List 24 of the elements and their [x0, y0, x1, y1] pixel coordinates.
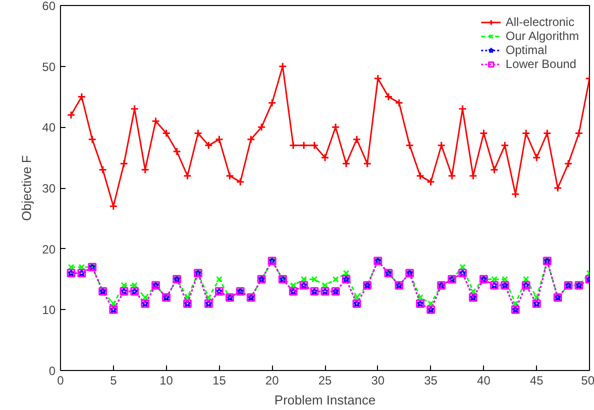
y-tick-label: 40 — [42, 120, 56, 135]
x-tick-label: 45 — [530, 374, 544, 388]
x-tick-label: 30 — [371, 374, 385, 388]
y-tick-label: 0 — [48, 364, 56, 378]
legend-label: All-electronic — [506, 15, 574, 29]
x-tick-label: 35 — [424, 374, 438, 388]
x-tick-label: 15 — [212, 374, 226, 388]
y-tick-label: 50 — [42, 60, 56, 74]
legend-label: Our Algorithm — [506, 29, 579, 43]
y-tick-label: 30 — [42, 182, 56, 196]
x-tick-label: 40 — [477, 374, 491, 388]
x-tick-label: 10 — [160, 374, 174, 388]
x-tick-label: 0 — [57, 374, 64, 388]
x-tick-label: 25 — [318, 374, 332, 388]
legend-label: Lower Bound — [506, 57, 576, 71]
y-axis-title: Objective F — [19, 155, 34, 221]
y-tick-label: 10 — [42, 303, 56, 318]
x-tick-label: 20 — [265, 374, 280, 388]
legend-label: Optimal — [506, 43, 547, 57]
y-tick-label: 60 — [42, 0, 56, 13]
x-tick-label: 50 — [581, 374, 594, 388]
x-tick-label: 5 — [110, 374, 118, 388]
x-axis-title: Problem Instance — [274, 392, 376, 408]
y-tick-label: 20 — [42, 242, 56, 256]
